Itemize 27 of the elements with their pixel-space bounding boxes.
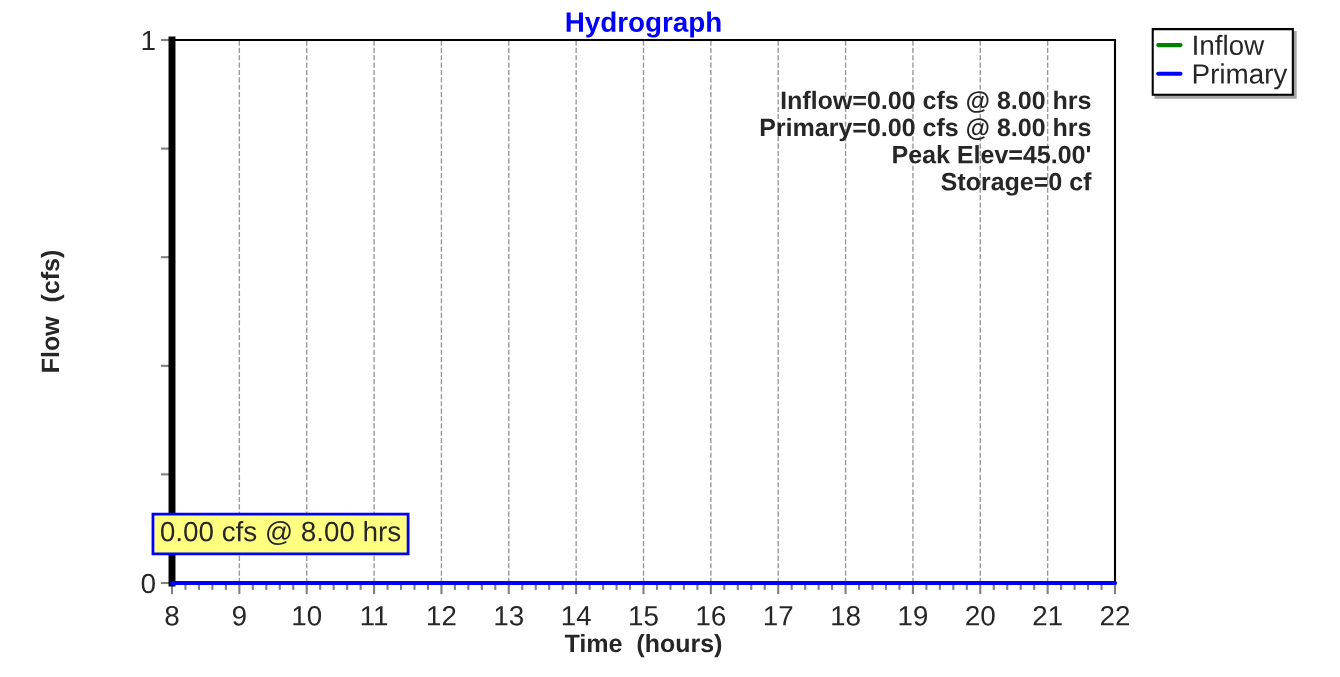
x-tick-label: 18 xyxy=(832,605,860,626)
legend-label: Primary xyxy=(1193,63,1288,90)
annotation: Storage=0 cf xyxy=(941,172,1092,196)
x-tick-label: 17 xyxy=(764,606,793,626)
y-tick-label: 1 xyxy=(142,30,155,51)
x-axis-title: Time (hours) xyxy=(564,633,722,658)
x-tick-label: 11 xyxy=(361,606,388,626)
x-tick-label: 20 xyxy=(966,605,995,626)
x-tick-label: 16 xyxy=(697,605,726,626)
x-tick-label: 15 xyxy=(630,606,658,626)
chart-title: Hydrograph xyxy=(566,11,721,38)
x-tick-label: 14 xyxy=(562,606,591,626)
annotation: Inflow=0.00 cfs @ 8.00 hrs xyxy=(781,90,1091,113)
annotation: Peak Elev=45.00' xyxy=(893,145,1091,164)
x-tick-label: 12 xyxy=(428,605,456,626)
x-tick-label: 10 xyxy=(293,605,322,626)
x-tick-label: 8 xyxy=(165,605,179,626)
y-axis-title: Flow (cfs) xyxy=(40,250,65,372)
y-tick-label: 0 xyxy=(141,573,155,594)
x-tick-label: 13 xyxy=(495,605,524,626)
x-tick-label: 19 xyxy=(899,605,928,626)
x-tick-label: 9 xyxy=(232,605,246,626)
legend-label: Inflow xyxy=(1194,34,1265,56)
annotation: 0.00 cfs @ 8.00 hrs xyxy=(160,520,401,545)
annotation: Primary=0.00 cfs @ 8.00 hrs xyxy=(760,117,1091,142)
x-tick-label: 22 xyxy=(1100,605,1130,626)
x-tick-label: 21 xyxy=(1033,605,1062,626)
